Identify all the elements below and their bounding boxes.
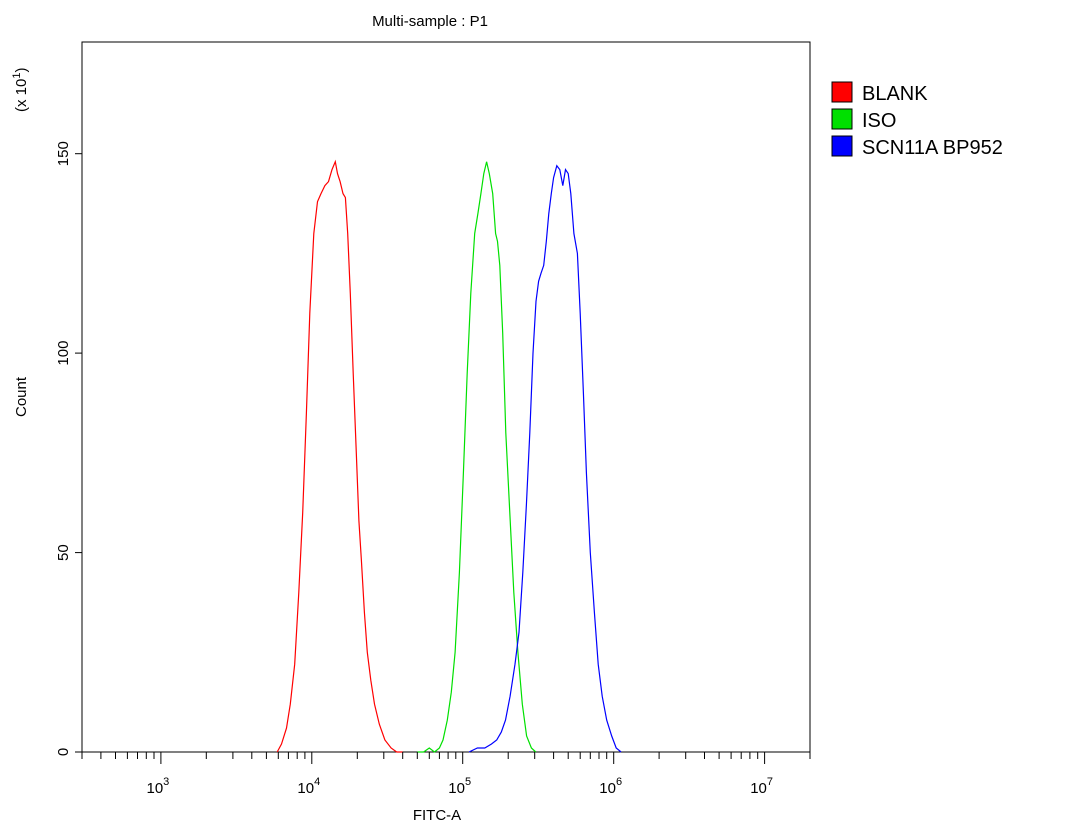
legend-swatch <box>831 81 853 103</box>
series-line-3 <box>468 164 622 753</box>
y-tick-label: 50 <box>55 544 72 561</box>
x-tick-label: 106 <box>599 776 622 797</box>
series-line-1 <box>276 159 403 753</box>
x-tick-label: 105 <box>448 776 471 797</box>
y-axis-label: Count <box>13 376 30 417</box>
x-tick-label: 104 <box>297 776 320 797</box>
y-tick-label: 0 <box>55 748 72 756</box>
plot-area-frame <box>81 41 811 753</box>
y-tick-label: 150 <box>55 141 72 166</box>
y-tick-label: 100 <box>55 341 72 366</box>
chart-title: Multi-sample : P1 <box>372 13 488 30</box>
x-tick-labels: 103 104 105 106 107 <box>146 776 773 797</box>
legend-swatch <box>831 135 853 157</box>
legend-swatch <box>831 108 853 130</box>
y-ticks: 0 50 100 150 <box>55 141 82 756</box>
y-multiplier-label: (x 101) <box>11 68 30 112</box>
series-layer <box>276 159 622 753</box>
legend-label: BLANK <box>862 83 928 105</box>
legend: BLANK ISO SCN11A BP952 <box>831 81 1003 159</box>
series-line-2 <box>417 161 537 753</box>
x-tick-label: 107 <box>750 776 773 797</box>
x-axis-label: FITC-A <box>413 807 461 824</box>
x-minor-ticks <box>81 752 811 764</box>
legend-label: ISO <box>862 110 896 132</box>
x-tick-label: 103 <box>146 776 169 797</box>
legend-label: SCN11A BP952 <box>862 137 1003 159</box>
